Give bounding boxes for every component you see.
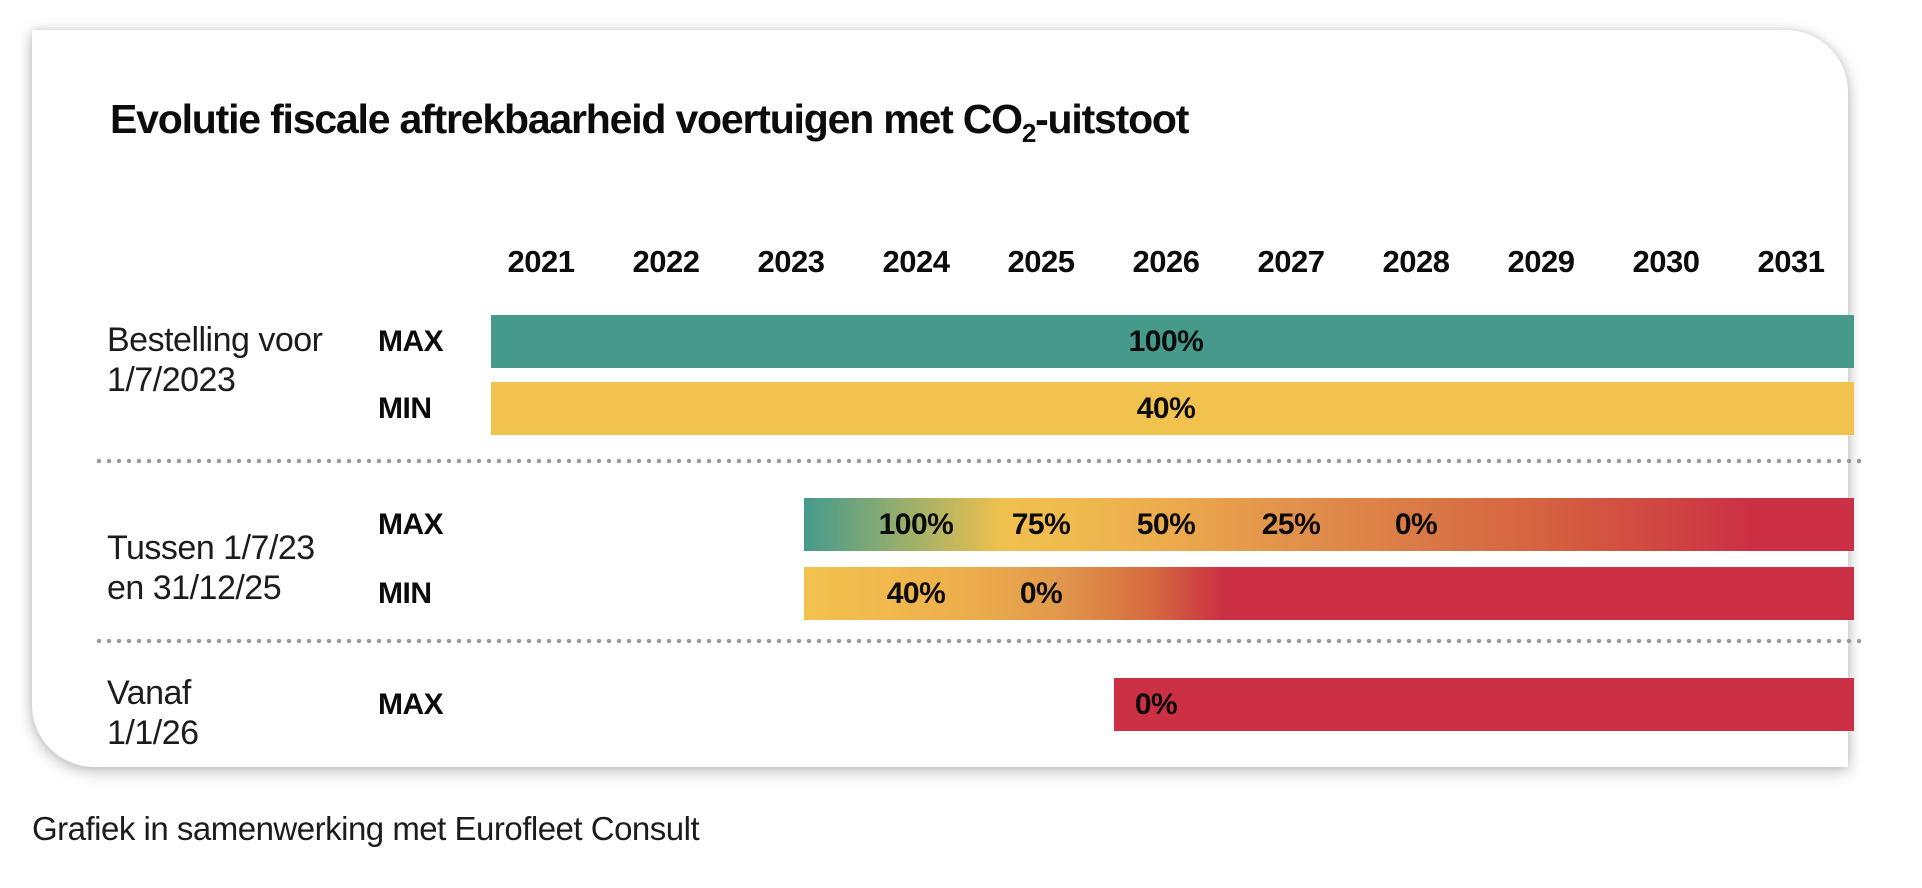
deductibility-bar bbox=[803, 498, 1854, 551]
group-label-line: 1/1/26 bbox=[107, 714, 199, 752]
chart-title: Evolutie fiscale aftrekbaarheid voertuig… bbox=[110, 96, 1189, 146]
chart-card: Evolutie fiscale aftrekbaarheid voertuig… bbox=[32, 30, 1862, 767]
group-label: Tussen 1/7/23 en 31/12/25 bbox=[107, 528, 387, 608]
year-axis-label: 2030 bbox=[1632, 244, 1700, 279]
group-label: Bestelling voor 1/7/2023 bbox=[107, 320, 387, 400]
deductibility-bar bbox=[803, 567, 1854, 620]
row-name-min: MIN bbox=[378, 577, 432, 610]
year-axis-label: 2022 bbox=[632, 244, 700, 279]
group-label-line: Bestelling voor bbox=[107, 321, 323, 359]
group-label: Vanaf 1/1/26 bbox=[107, 673, 387, 753]
year-axis-label: 2021 bbox=[507, 244, 575, 279]
co2-subscript: 2 bbox=[1021, 118, 1036, 148]
deductibility-bar bbox=[1113, 678, 1854, 731]
bar-value-label: 0% bbox=[1019, 577, 1063, 610]
deductibility-bar bbox=[491, 382, 1854, 435]
year-axis-label: 2031 bbox=[1757, 244, 1825, 279]
dotted-separator bbox=[94, 458, 1862, 464]
row-name-max: MAX bbox=[378, 688, 444, 721]
row-name-max: MAX bbox=[378, 508, 444, 541]
year-axis-label: 2029 bbox=[1507, 244, 1575, 279]
year-axis-label: 2026 bbox=[1132, 244, 1200, 279]
bar-value-label: 25% bbox=[1261, 508, 1321, 541]
year-axis-label: 2027 bbox=[1257, 244, 1325, 279]
bar-value-label: 100% bbox=[1128, 325, 1204, 358]
year-axis-label: 2025 bbox=[1007, 244, 1075, 279]
bar-value-label: 50% bbox=[1136, 508, 1196, 541]
bar-value-label: 75% bbox=[1011, 508, 1071, 541]
group-label-line: Tussen 1/7/23 bbox=[107, 529, 315, 567]
year-axis-label: 2024 bbox=[882, 244, 950, 279]
dotted-separator bbox=[94, 638, 1862, 644]
bar-value-label: 0% bbox=[1394, 508, 1438, 541]
year-axis-label: 2023 bbox=[757, 244, 825, 279]
chart-title-text: Evolutie fiscale aftrekbaarheid voertuig… bbox=[110, 96, 1023, 142]
deductibility-bar bbox=[491, 315, 1854, 368]
row-name-max: MAX bbox=[378, 325, 444, 358]
group-label-line: 1/7/2023 bbox=[107, 361, 236, 399]
bar-value-label: 0% bbox=[1134, 688, 1178, 721]
bar-value-label: 40% bbox=[886, 577, 946, 610]
chart-credit: Grafiek in samenwerking met Eurofleet Co… bbox=[32, 810, 700, 847]
group-label-line: en 31/12/25 bbox=[107, 569, 282, 607]
chart-title-suffix: -uitstoot bbox=[1035, 96, 1189, 142]
bar-value-label: 100% bbox=[878, 508, 954, 541]
group-label-line: Vanaf bbox=[107, 674, 191, 712]
year-axis-label: 2028 bbox=[1382, 244, 1450, 279]
row-name-min: MIN bbox=[378, 392, 432, 425]
bar-value-label: 40% bbox=[1136, 392, 1196, 425]
